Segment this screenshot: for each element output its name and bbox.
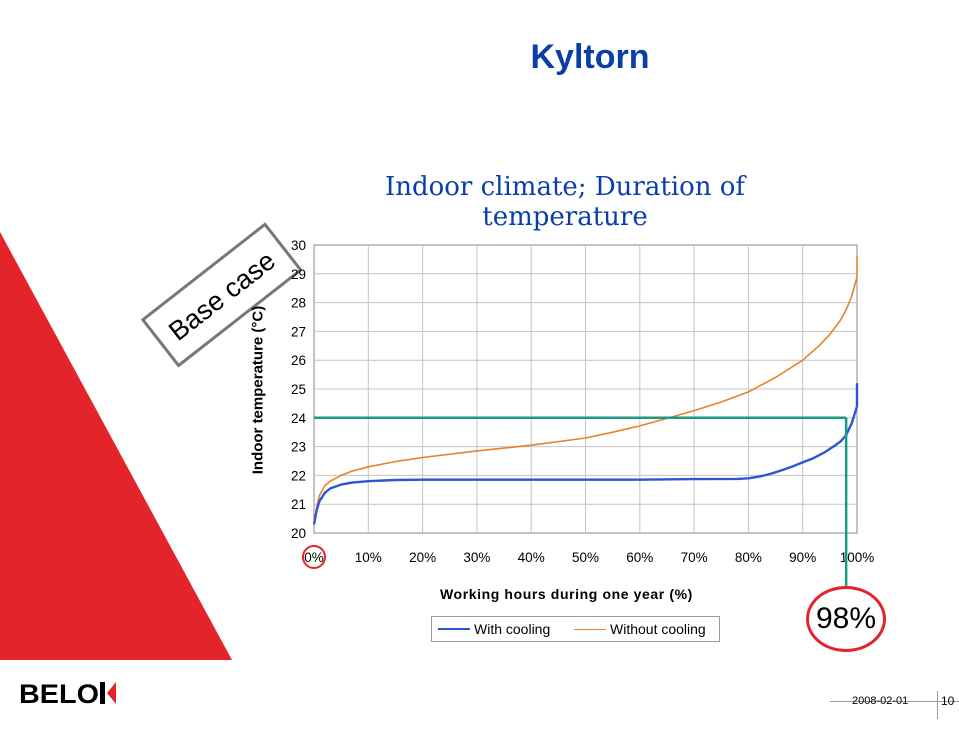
plot-area: 0% 10% 20% 30% 40% 50% 60% 70% 80% 90% 100% 20 21 22 2… (291, 238, 874, 600)
y-tick-label: 21 (291, 497, 306, 512)
legend-entry-with-cooling: With cooling (438, 621, 550, 637)
legend-label-with-cooling: With cooling (474, 621, 551, 637)
x-axis-label: Working hours during one year (%) (440, 586, 693, 602)
footer-date: 2008-02-01 (852, 695, 909, 707)
x-tick-label: 50% (572, 550, 599, 565)
footer-divider-vertical (937, 691, 938, 719)
y-axis-label: Indoor temperature (°C) (249, 305, 267, 475)
y-tick-label: 26 (291, 353, 306, 368)
x-tick-label: 70% (681, 550, 708, 565)
y-tick-label: 22 (291, 468, 306, 483)
chart-legend: With cooling Without cooling (431, 616, 720, 642)
y-tick-label: 20 (291, 526, 306, 541)
logo-mark-bar (100, 682, 105, 704)
slide-title: Kyltorn (530, 38, 650, 76)
y-tick-label: 27 (291, 324, 306, 339)
x-tick-label: 10% (355, 550, 382, 565)
series-line-without-cooling (313, 256, 858, 525)
zero-percent-highlight-circle (302, 545, 326, 569)
page-number: 10 (941, 694, 955, 708)
legend-swatch-with-cooling (438, 628, 470, 630)
result-value: 98% (815, 602, 877, 635)
x-tick-label: 30% (463, 550, 490, 565)
legend-entry-without-cooling: Without cooling (574, 621, 706, 637)
y-tick-label: 24 (291, 411, 307, 426)
y-tick-label: 30 (291, 238, 306, 253)
legend-swatch-without-cooling (574, 628, 606, 630)
legend-label-without-cooling: Without cooling (610, 621, 706, 637)
x-tick-label: 80% (735, 550, 762, 565)
footer-divider (830, 701, 959, 702)
result-callout: 98% (806, 586, 886, 652)
y-tick-label: 25 (291, 382, 306, 397)
chart-title: Indoor climate; Duration of temperature (384, 172, 746, 232)
logo-mark-arrow (107, 682, 116, 704)
y-tick-label: 23 (291, 440, 306, 455)
logo-text: BELO (19, 679, 99, 707)
x-tick-label: 20% (409, 550, 436, 565)
base-case-badge: Base case (140, 222, 303, 368)
red-corner-decoration (0, 232, 232, 660)
y-tick-label: 29 (291, 267, 306, 282)
x-tick-label: 60% (626, 550, 653, 565)
badge-frame (140, 222, 303, 368)
series-line-with-cooling (312, 383, 859, 525)
y-tick-label: 28 (291, 296, 306, 311)
belok-logo: BELO (19, 679, 116, 707)
x-tick-label: 40% (518, 550, 545, 565)
x-tick-label: 100% (840, 550, 875, 565)
x-tick-label: 90% (789, 550, 816, 565)
x-tick-label: 0% (304, 550, 324, 565)
